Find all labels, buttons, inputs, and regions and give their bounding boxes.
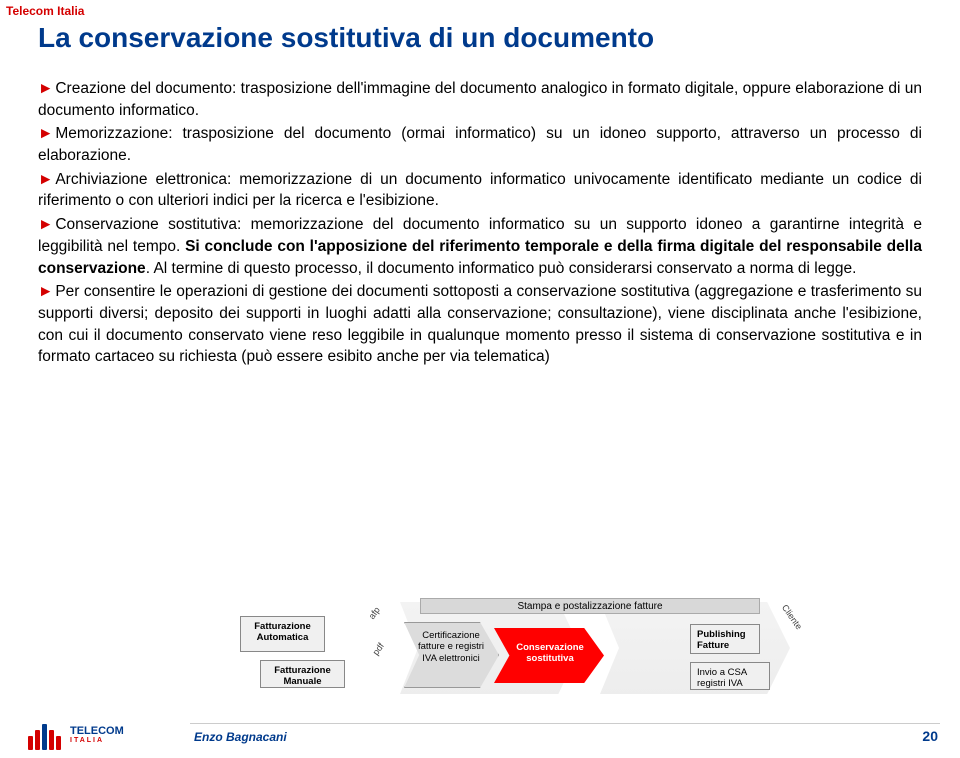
flow-cert-label: Certificazione fatture e registri IVA el… — [416, 630, 486, 664]
bullet-2-text: Memorizzazione: trasposizione del docume… — [38, 125, 922, 164]
body-content: ►Creazione del documento: trasposizione … — [38, 78, 922, 370]
flow-box-publishing: Publishing Fatture — [690, 624, 760, 654]
flow-fm-label: Fatturazione Manuale — [274, 665, 330, 687]
telecom-logo: TELECOM ITALIA — [28, 720, 124, 750]
flow-diagram: Stampa e postalizzazione fatture Fattura… — [200, 590, 840, 710]
footer-divider — [190, 723, 940, 724]
page-title: La conservazione sostitutiva di un docum… — [38, 22, 654, 54]
bullet-4-tail: . Al termine di questo processo, il docu… — [146, 260, 857, 277]
logo-sub: ITALIA — [70, 737, 124, 744]
bullet-1-text: Creazione del documento: trasposizione d… — [38, 80, 922, 119]
flow-label-cliente: Cliente — [780, 603, 804, 632]
flow-cons-label: Conservazione sostitutiva — [512, 642, 588, 665]
flow-label-afp: afp — [367, 605, 382, 621]
logo-bars-icon — [28, 720, 64, 750]
flow-box-invio-csa: Invio a CSA registri IVA — [690, 662, 770, 690]
bullet-1: ►Creazione del documento: trasposizione … — [38, 78, 922, 121]
logo-text: TELECOM ITALIA — [70, 726, 124, 744]
logo-main: TELECOM — [70, 725, 124, 737]
flow-pub-label: Publishing Fatture — [697, 629, 746, 651]
bullet-4: ►Conservazione sostitutiva: memorizzazio… — [38, 214, 922, 279]
footer: TELECOM ITALIA Enzo Bagnacani 20 — [0, 714, 960, 752]
footer-author: Enzo Bagnacani — [194, 730, 287, 744]
flow-label-pdf: pdf — [371, 641, 386, 657]
bullet-5: ►Per consentire le operazioni di gestion… — [38, 281, 922, 368]
header-brand: Telecom Italia — [6, 4, 84, 18]
flow-fa-label: Fatturazione Automatica — [254, 621, 310, 643]
flow-invio-label: Invio a CSA registri IVA — [697, 667, 747, 689]
page-number: 20 — [922, 728, 938, 744]
bullet-3-text: Archiviazione elettronica: memorizzazion… — [38, 171, 922, 210]
bullet-2: ►Memorizzazione: trasposizione del docum… — [38, 123, 922, 166]
flow-stampa-bar: Stampa e postalizzazione fatture — [420, 598, 760, 614]
bullet-5-text: Per consentire le operazioni di gestione… — [38, 283, 922, 365]
flow-box-fatturazione-manuale: Fatturazione Manuale — [260, 660, 345, 688]
flow-box-fatturazione-automatica: Fatturazione Automatica — [240, 616, 325, 652]
bullet-3: ►Archiviazione elettronica: memorizzazio… — [38, 169, 922, 212]
